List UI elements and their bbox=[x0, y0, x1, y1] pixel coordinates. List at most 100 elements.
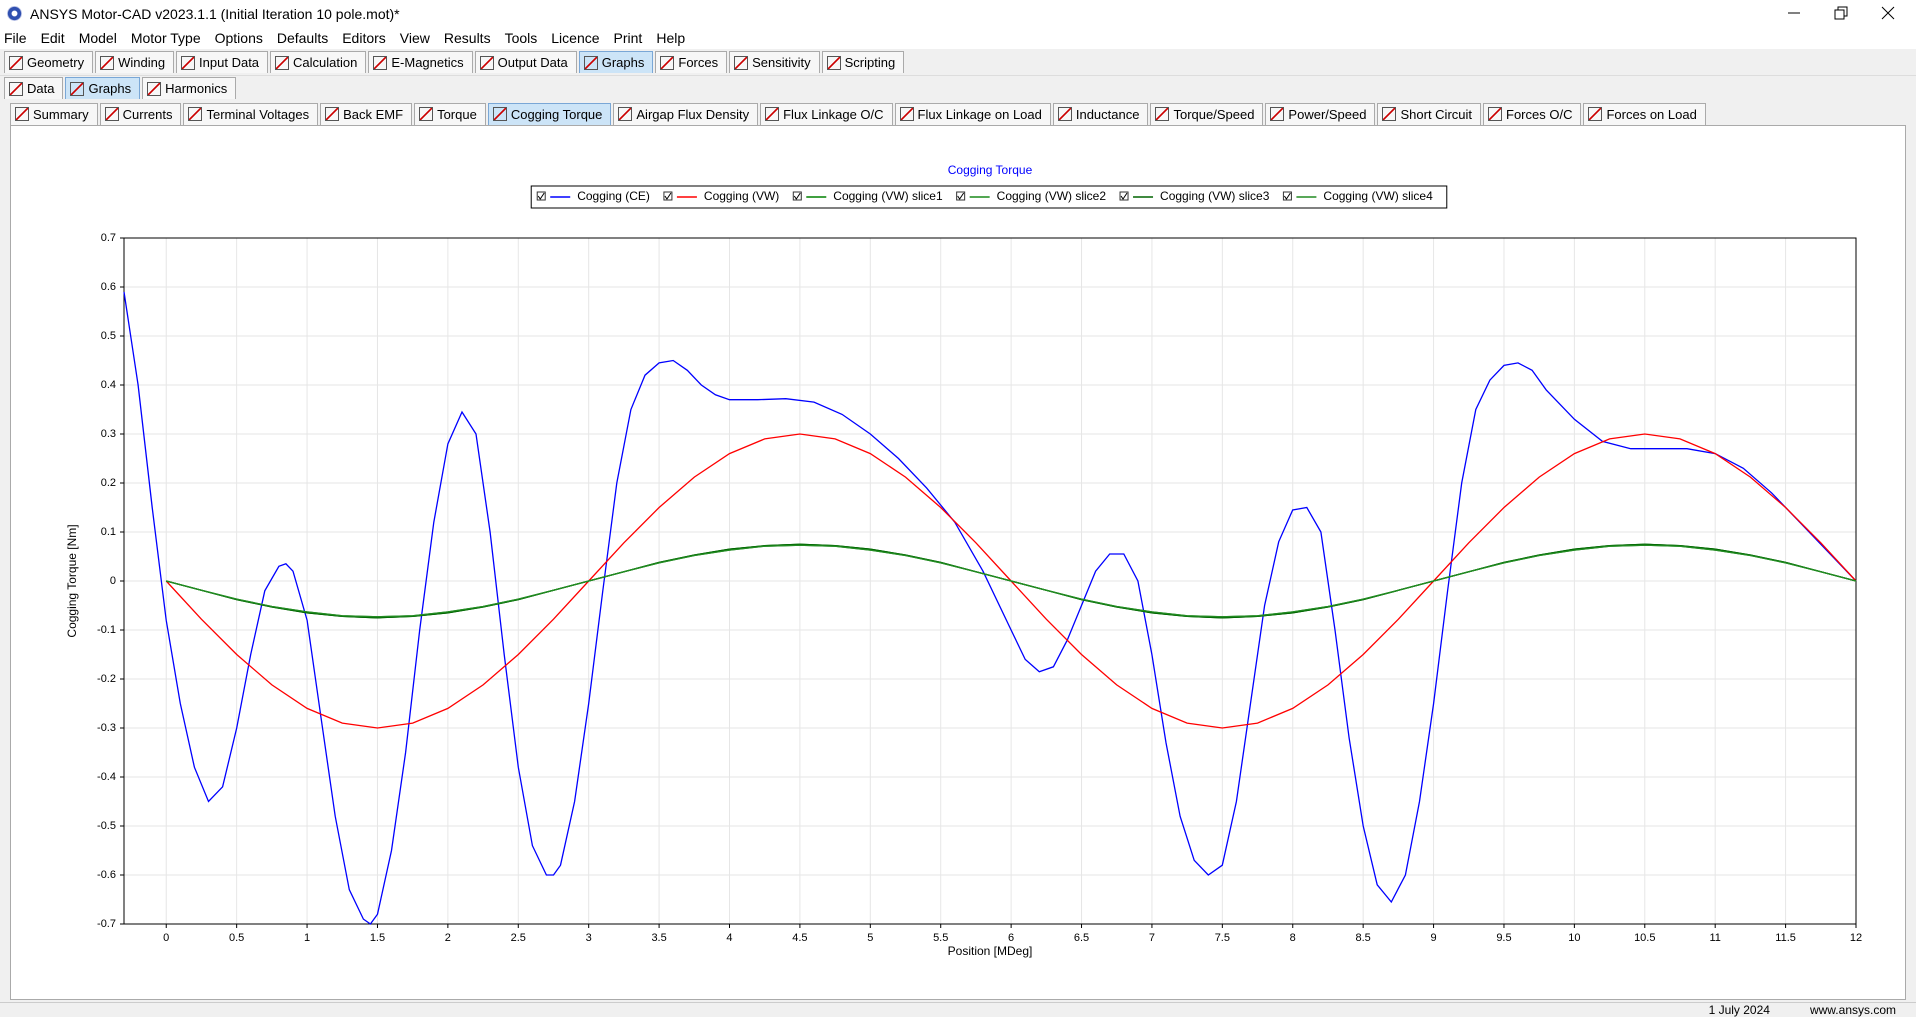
tab-icon bbox=[1382, 107, 1397, 121]
tab[interactable]: Summary bbox=[10, 102, 98, 125]
tab-label: Output Data bbox=[497, 55, 568, 70]
tab-icon bbox=[373, 55, 388, 70]
y-tick-label: -0.5 bbox=[97, 820, 116, 832]
x-tick-label: 8 bbox=[1290, 932, 1296, 944]
menu-item[interactable]: Model bbox=[78, 30, 117, 46]
x-tick-label: 2.5 bbox=[511, 932, 526, 944]
tab-label: Geometry bbox=[27, 55, 85, 70]
legend-label: Cogging (VW) slice4 bbox=[1323, 189, 1433, 203]
window-title: ANSYS Motor-CAD v2023.1.1 (Initial Itera… bbox=[30, 5, 400, 22]
tab[interactable]: Torque bbox=[414, 102, 486, 125]
tab[interactable]: Power/Speed bbox=[1265, 102, 1376, 125]
tab[interactable]: Flux Linkage O/C bbox=[760, 102, 893, 125]
tab-icon bbox=[188, 107, 203, 121]
tab[interactable]: Output Data bbox=[474, 51, 577, 73]
y-tick-label: 0 bbox=[110, 575, 116, 587]
tab[interactable]: Forces on Load bbox=[1583, 102, 1706, 125]
y-tick-label: 0.2 bbox=[101, 477, 116, 489]
tab-label: Summary bbox=[33, 106, 89, 122]
x-tick-label: 5 bbox=[867, 932, 873, 944]
restore-button[interactable] bbox=[1830, 3, 1850, 23]
tab[interactable]: Cogging Torque bbox=[487, 102, 612, 125]
tab-icon bbox=[1270, 107, 1285, 121]
tab[interactable]: Sensitivity bbox=[729, 51, 820, 73]
tab[interactable]: Scripting bbox=[821, 51, 905, 73]
tab[interactable]: Forces O/C bbox=[1483, 102, 1582, 125]
minimize-button[interactable] bbox=[1784, 3, 1804, 23]
legend-check bbox=[793, 192, 801, 200]
legend-checkbox bbox=[1282, 191, 1292, 201]
tab-label: Forces on Load bbox=[1606, 106, 1697, 122]
tab[interactable]: Torque/Speed bbox=[1150, 102, 1264, 125]
menu-item[interactable]: Print bbox=[613, 30, 643, 46]
tab-icon bbox=[275, 55, 290, 70]
tab[interactable]: Back EMF bbox=[320, 102, 413, 125]
menu-item[interactable]: Editors bbox=[342, 30, 386, 46]
tab[interactable]: Currents bbox=[99, 102, 182, 125]
x-tick-label: 4 bbox=[726, 932, 732, 944]
x-tick-label: 3 bbox=[586, 932, 592, 944]
series-line bbox=[123, 291, 1857, 925]
legend-checkbox bbox=[663, 191, 673, 201]
menu-item[interactable]: Licence bbox=[551, 30, 600, 46]
tab-icon bbox=[15, 107, 29, 121]
tab-label: Back EMF bbox=[343, 106, 404, 122]
menu-item[interactable]: Help bbox=[656, 30, 686, 46]
tab-icon bbox=[9, 81, 23, 96]
menu-item[interactable]: Motor Type bbox=[130, 30, 201, 46]
tab-icon bbox=[734, 55, 749, 70]
menu-item[interactable]: Tools bbox=[504, 30, 538, 46]
title-bar: ANSYS Motor-CAD v2023.1.1 (Initial Itera… bbox=[0, 0, 1916, 27]
tab-icon bbox=[660, 55, 675, 70]
tab-icon bbox=[765, 107, 780, 121]
tab[interactable]: Data bbox=[4, 77, 64, 99]
tab[interactable]: Inductance bbox=[1052, 102, 1149, 125]
y-tick-label: 0.3 bbox=[101, 428, 116, 440]
tab[interactable]: Geometry bbox=[4, 51, 94, 73]
tab[interactable]: Graphs bbox=[65, 77, 141, 99]
tab[interactable]: Winding bbox=[95, 51, 175, 73]
x-tick-label: 7 bbox=[1149, 932, 1155, 944]
menu-item[interactable]: View bbox=[399, 30, 430, 46]
tab-icon bbox=[492, 107, 507, 121]
legend-check bbox=[1283, 192, 1291, 200]
y-tick-label: 0.5 bbox=[101, 330, 116, 342]
y-axis-label: Cogging Torque [Nm] bbox=[65, 524, 79, 637]
tab-label: Power/Speed bbox=[1288, 106, 1367, 122]
tab[interactable]: Terminal Voltages bbox=[183, 102, 319, 125]
menu-item[interactable]: Defaults bbox=[276, 30, 329, 46]
status-text: 1 July 2024 bbox=[1708, 1003, 1770, 1017]
tab[interactable]: Flux Linkage on Load bbox=[894, 102, 1051, 125]
tab[interactable]: Short Circuit bbox=[1377, 102, 1482, 125]
menu-item[interactable]: Edit bbox=[40, 30, 65, 46]
legend-label: Cogging (VW) slice2 bbox=[997, 189, 1107, 203]
tab[interactable]: Harmonics bbox=[142, 77, 237, 99]
tab[interactable]: Airgap Flux Density bbox=[613, 102, 759, 125]
tab[interactable]: Input Data bbox=[176, 51, 269, 73]
tab[interactable]: Calculation bbox=[270, 51, 367, 73]
tab[interactable]: E-Magnetics bbox=[368, 51, 473, 73]
x-tick-label: 1 bbox=[304, 932, 310, 944]
legend-checkbox bbox=[536, 191, 546, 201]
tab-icon bbox=[104, 107, 119, 121]
tab-icon bbox=[618, 107, 633, 121]
menu-item[interactable]: Options bbox=[214, 30, 263, 46]
y-tick-label: 0.7 bbox=[101, 232, 116, 244]
tab-label: Harmonics bbox=[165, 81, 228, 96]
y-tick-label: -0.2 bbox=[97, 673, 116, 685]
x-tick-label: 11 bbox=[1709, 932, 1720, 944]
tab[interactable]: Graphs bbox=[578, 51, 654, 73]
tab[interactable]: Forces bbox=[655, 51, 728, 73]
tab-label: Scripting bbox=[844, 55, 896, 70]
menu-bar: File Edit Model Motor Type Options Defaults Ed… bbox=[0, 27, 1916, 49]
close-button[interactable] bbox=[1878, 3, 1898, 23]
menu-item[interactable]: Results bbox=[443, 30, 491, 46]
legend-check bbox=[664, 192, 672, 200]
tab-label: Currents bbox=[122, 106, 173, 122]
tab-icon bbox=[1588, 107, 1603, 121]
tab-label: Winding bbox=[118, 55, 166, 70]
tab-label: E-Magnetics bbox=[391, 55, 464, 70]
graph-tabs: Summary Currents Terminal Voltages Back EMF… bbox=[0, 102, 1916, 125]
menu-item[interactable]: File bbox=[4, 30, 27, 46]
tab-icon bbox=[70, 81, 85, 96]
